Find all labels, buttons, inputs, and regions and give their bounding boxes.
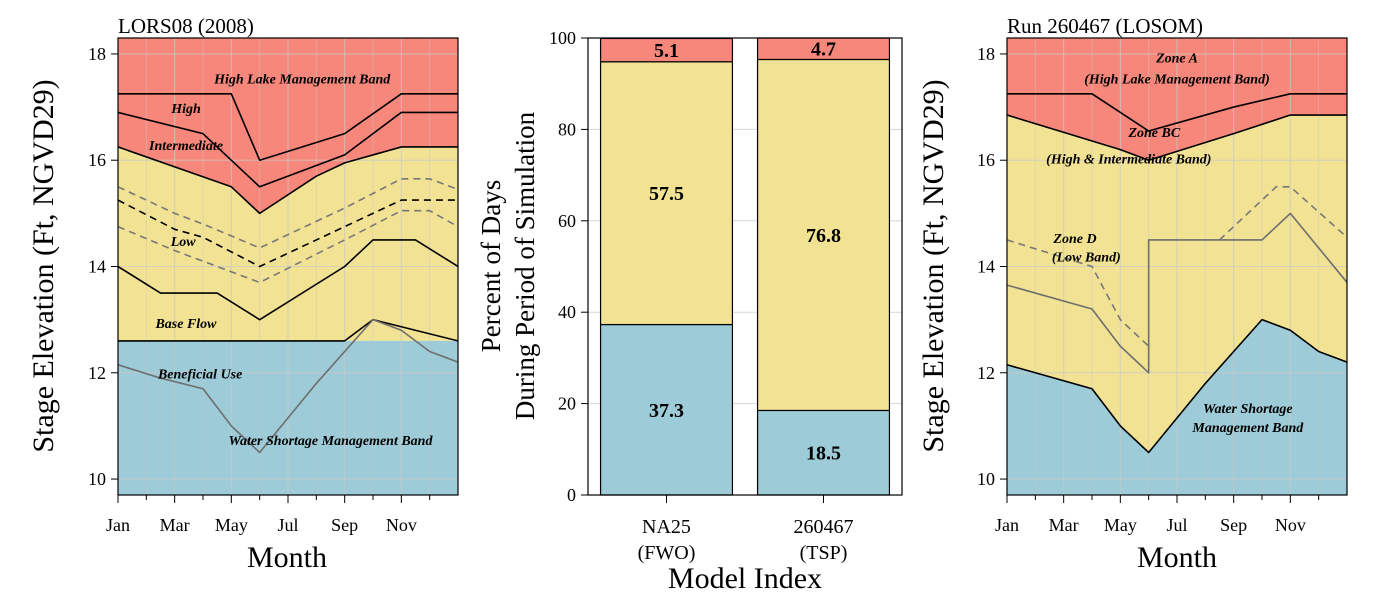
bar-segment	[599, 323, 734, 496]
series-line-water-shortage	[118, 318, 458, 454]
left-zone-annotations: High Lake Management Band High Intermediat…	[148, 73, 433, 449]
series-line-upper	[118, 92, 458, 162]
bar-segment	[756, 409, 891, 496]
zone-annotation: (High Lake Management Band)	[1084, 73, 1270, 88]
x-category-label: 260467	[794, 516, 854, 538]
series-line-zone-d-dash-left	[1007, 239, 1150, 347]
right-panel-title: Run 260467 (LOSOM)	[1007, 14, 1203, 38]
middle-y-axis-title-line-1: Percent of Days	[476, 180, 506, 352]
series-line-zone-d-dash-right	[1218, 185, 1347, 241]
series-line-dash2	[118, 199, 458, 268]
zone-annotation: Zone A	[1155, 51, 1198, 66]
series-line-zone-bc-top	[1007, 114, 1347, 162]
zone-annotation: (Low Band)	[1052, 251, 1121, 266]
left-axis-ticks: 10 12 14 16 18 Jan Mar May Jul Sep Nov	[88, 44, 431, 535]
zone-annotation: Zone D	[1052, 232, 1096, 247]
middle-bar-value-labels: 37.3 57.5 5.1 18.5 76.8 4.7	[649, 39, 841, 465]
middle-y-axis-title-group: Percent of Days During Period of Simulat…	[476, 111, 540, 420]
x-tick-label: Nov	[1275, 515, 1306, 535]
x-tick-label: Sep	[1220, 515, 1247, 535]
bar-value-label: 18.5	[806, 443, 841, 465]
left-x-axis-title: Month	[247, 541, 327, 574]
right-series-lines	[1007, 92, 1347, 454]
left-panel-title: LORS08 (2008)	[118, 14, 254, 38]
zone-annotation: Low	[170, 235, 197, 250]
y-tick-label: 60	[558, 211, 576, 231]
y-tick-label: 40	[558, 302, 576, 322]
zone-annotation: Beneficial Use	[157, 368, 242, 383]
x-tick-label: Jul	[277, 515, 298, 535]
bar-segment	[599, 61, 734, 326]
series-line-zone-d-solid	[1007, 212, 1347, 374]
y-tick-label: 10	[977, 469, 995, 489]
y-tick-label: 0	[567, 485, 576, 505]
bar-segment	[756, 58, 891, 412]
y-tick-label: 14	[88, 257, 106, 277]
bar-value-label: 5.1	[654, 40, 679, 62]
zone-annotation: Water Shortage Management Band	[229, 434, 434, 449]
middle-y-axis-title-line-2: During Period of Simulation	[510, 111, 540, 420]
left-series-lines	[118, 92, 458, 454]
series-line-upper	[1007, 92, 1347, 132]
y-tick-label: 14	[977, 257, 995, 277]
x-tick-label: May	[215, 515, 248, 535]
zone-annotation: High	[170, 102, 201, 117]
right-panel-run-260467: Zone A (High Lake Management Band) Zone BC…	[917, 14, 1348, 574]
bar-value-label: 37.3	[649, 400, 684, 422]
y-tick-label: 18	[977, 44, 995, 64]
y-tick-label: 100	[549, 28, 576, 48]
series-line-base-flow	[118, 239, 458, 321]
right-axis-ticks: 10 12 14 16 18 Jan Mar May Jul Sep Nov	[977, 44, 1320, 535]
x-tick-label: Sep	[331, 515, 358, 535]
x-tick-label: Jan	[106, 515, 130, 535]
middle-x-axis-title: Model Index	[668, 562, 822, 595]
x-tick-label: Jan	[995, 515, 1019, 535]
x-tick-label: May	[1104, 515, 1137, 535]
series-line-dash3	[118, 209, 458, 284]
bar-value-label: 4.7	[811, 39, 836, 61]
zone-annotation: Water Shortage	[1203, 402, 1293, 417]
y-tick-label: 18	[88, 44, 106, 64]
middle-bars	[599, 37, 891, 496]
y-tick-label: 16	[977, 150, 995, 170]
bar-value-label: 76.8	[806, 225, 841, 247]
middle-panel-stacked-bar: 37.3 57.5 5.1 18.5 76.8 4.7 NA25 (FWO) 260467 (T…	[476, 28, 903, 595]
y-tick-label: 16	[88, 150, 106, 170]
series-line-water-shortage-edge	[1007, 318, 1347, 454]
y-tick-label: 10	[88, 469, 106, 489]
x-category-label: (TSP)	[800, 542, 848, 564]
left-panel-lors08: High Lake Management Band High Intermediat…	[27, 14, 459, 574]
zone-annotation: High Lake Management Band	[213, 73, 391, 88]
middle-plot-frame	[587, 37, 903, 496]
right-zone-annotations: Zone A (High Lake Management Band) Zone BC…	[1046, 51, 1304, 435]
y-tick-label: 12	[977, 363, 995, 383]
zone-annotation: Zone BC	[1127, 126, 1180, 141]
right-x-axis-title: Month	[1137, 541, 1217, 574]
x-tick-label: Mar	[1049, 515, 1079, 535]
zone-annotation: (High & Intermediate Band)	[1046, 152, 1211, 167]
left-y-axis-title: Stage Elevation (Ft, NGVD29)	[27, 79, 60, 452]
x-tick-label: Jul	[1166, 515, 1187, 535]
y-tick-label: 12	[88, 363, 106, 383]
zone-annotation: Intermediate	[148, 139, 223, 154]
series-line-intermediate	[118, 146, 458, 215]
series-line-beneficial-use	[118, 318, 458, 342]
y-tick-label: 80	[558, 119, 576, 139]
zone-annotation: Base Flow	[154, 317, 217, 332]
x-tick-label: Mar	[160, 515, 190, 535]
zone-annotation: Management Band	[1191, 421, 1304, 436]
right-y-axis-title: Stage Elevation (Ft, NGVD29)	[917, 79, 950, 452]
series-line-high	[118, 111, 458, 188]
x-category-label: (FWO)	[638, 542, 696, 564]
bar-value-label: 57.5	[649, 183, 684, 205]
x-category-label: NA25	[642, 516, 691, 538]
middle-axis-ticks: NA25 (FWO) 260467 (TSP) 0 20 40 60 80 100	[549, 28, 854, 564]
y-tick-label: 20	[558, 394, 576, 414]
x-tick-label: Nov	[386, 515, 417, 535]
